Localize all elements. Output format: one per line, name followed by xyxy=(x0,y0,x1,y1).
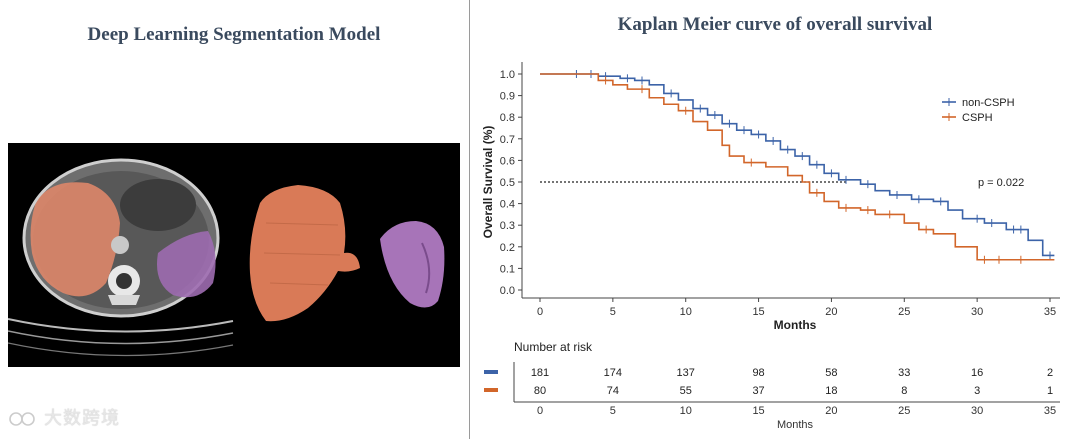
y-tick-label: 0.2 xyxy=(500,242,515,254)
x-tick-label: 5 xyxy=(610,306,616,318)
risk-table-tick-label: 5 xyxy=(610,405,616,417)
risk-table-value: 33 xyxy=(898,367,910,379)
p-value-annotation: p = 0.022 xyxy=(978,177,1024,189)
x-axis-label: Months xyxy=(774,318,817,332)
risk-table-value: 98 xyxy=(752,367,764,379)
risk-table-tick-label: 0 xyxy=(537,405,543,417)
ct-stomach xyxy=(120,179,196,231)
risk-table-title: Number at risk xyxy=(514,340,593,354)
x-tick-label: 30 xyxy=(971,306,983,318)
x-tick-label: 20 xyxy=(825,306,837,318)
risk-table-xlabel: Months xyxy=(777,419,814,431)
risk-table-value: 16 xyxy=(971,367,983,379)
x-tick-label: 10 xyxy=(680,306,692,318)
ct-spinal-canal xyxy=(116,273,132,289)
risk-table-tick-label: 10 xyxy=(680,405,692,417)
survival-curve-non-csph xyxy=(540,73,1055,257)
liver-3d-model xyxy=(249,185,360,322)
survival-curve-csph xyxy=(540,73,1055,261)
risk-table-value: 174 xyxy=(604,367,622,379)
watermark: 大数跨境 xyxy=(8,404,120,430)
y-tick-label: 1.0 xyxy=(500,69,515,81)
y-tick-label: 0.0 xyxy=(500,285,515,297)
risk-table-value: 8 xyxy=(901,385,907,397)
x-tick-label: 15 xyxy=(752,306,764,318)
y-tick-label: 0.3 xyxy=(500,220,515,232)
scanner-table-arc xyxy=(8,318,234,333)
segmentation-panel: Deep Learning Segmentation Model xyxy=(0,0,468,439)
risk-table-value: 1 xyxy=(1047,385,1053,397)
risk-table-value: 74 xyxy=(607,385,619,397)
panel-divider xyxy=(469,0,470,439)
legend-label: non-CSPH xyxy=(962,97,1015,109)
watermark-text: 大数跨境 xyxy=(44,408,121,428)
spleen-mask xyxy=(157,231,216,298)
risk-table-value: 137 xyxy=(677,367,695,379)
risk-table-value: 37 xyxy=(752,385,764,397)
risk-table-value: 18 xyxy=(825,385,837,397)
risk-table-value: 58 xyxy=(825,367,837,379)
watermark-logo-icon xyxy=(9,412,35,427)
risk-table-value: 181 xyxy=(531,367,549,379)
risk-table-tick-label: 20 xyxy=(825,405,837,417)
scanner-table-arc xyxy=(8,342,234,357)
risk-table-value: 55 xyxy=(680,385,692,397)
chart-title: Kaplan Meier curve of overall survival xyxy=(617,14,933,35)
risk-table-value: 80 xyxy=(534,385,546,397)
risk-table-tick-label: 15 xyxy=(752,405,764,417)
segmentation-title: Deep Learning Segmentation Model xyxy=(87,24,381,45)
risk-table-tick-label: 25 xyxy=(898,405,910,417)
km-panel: Kaplan Meier curve of overall survival 0… xyxy=(470,0,1080,439)
liver-mask xyxy=(30,182,120,297)
risk-table-value: 2 xyxy=(1047,367,1053,379)
ct-spinous-process xyxy=(108,295,140,305)
km-chart: 0.00.10.20.30.40.50.60.70.80.91.00 5 10 15 2… xyxy=(481,62,1060,431)
spleen-3d-hilum xyxy=(421,242,431,294)
liver-3d-texture xyxy=(263,222,341,286)
y-axis-label: Overall Survival (%) xyxy=(481,126,495,239)
y-tick-label: 0.5 xyxy=(500,177,515,189)
ct-segmentation-image xyxy=(8,143,460,367)
x-tick-label: 35 xyxy=(1044,306,1056,318)
ct-aorta xyxy=(111,236,129,254)
risk-table-tick-label: 35 xyxy=(1044,405,1056,417)
y-tick-label: 0.8 xyxy=(500,112,515,124)
y-tick-label: 0.9 xyxy=(500,91,515,103)
legend-label: CSPH xyxy=(962,112,993,124)
risk-table-value: 3 xyxy=(974,385,980,397)
y-tick-label: 0.7 xyxy=(500,134,515,146)
x-tick-label: 0 xyxy=(537,306,543,318)
x-tick-label: 25 xyxy=(898,306,910,318)
scanner-table-arc xyxy=(8,330,234,345)
y-tick-label: 0.1 xyxy=(500,263,515,275)
y-tick-label: 0.4 xyxy=(500,199,515,211)
risk-table-tick-label: 30 xyxy=(971,405,983,417)
y-tick-label: 0.6 xyxy=(500,155,515,167)
